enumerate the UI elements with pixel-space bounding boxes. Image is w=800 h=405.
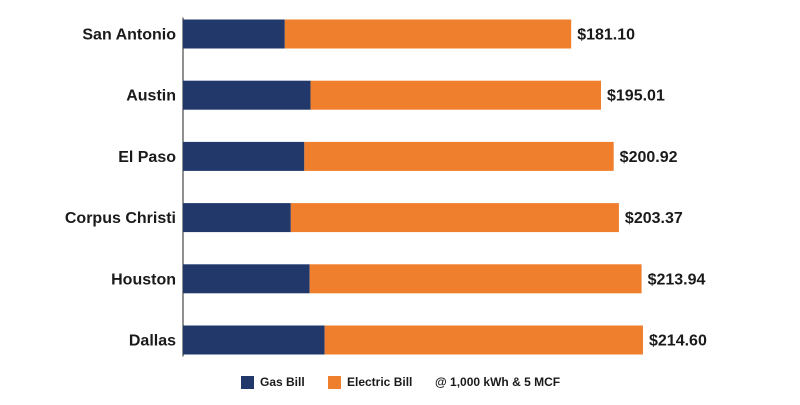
legend-swatch-gas: [241, 375, 254, 389]
chart-legend: Gas Bill Electric Bill @ 1,000 kWh & 5 M…: [0, 372, 800, 396]
bar-segment-gas: [183, 80, 311, 110]
legend-note: @ 1,000 kWh & 5 MCF: [435, 372, 560, 392]
category-label: Dallas: [129, 333, 176, 350]
bar-segment-gas: [183, 264, 310, 294]
legend-item-gas: Gas Bill: [241, 372, 305, 392]
legend-swatch-electric: [328, 375, 341, 389]
stacked-bar-chart: San Antonio $181.10 Austin $195.01 El Paso $2…: [65, 17, 707, 357]
total-value-label: $214.60: [649, 333, 707, 350]
total-value-label: $200.92: [620, 149, 678, 166]
category-label: Corpus Christi: [65, 210, 176, 227]
bar-segment-electric: [304, 141, 614, 171]
category-label: Austin: [126, 88, 176, 105]
bar-segment-gas: [183, 141, 305, 171]
bar-segment-electric: [310, 80, 602, 110]
total-value-label: $181.10: [577, 27, 635, 44]
bar-segment-gas: [183, 19, 285, 49]
category-label: El Paso: [118, 149, 176, 166]
legend-note-text: @ 1,000 kWh & 5 MCF: [435, 375, 561, 389]
bar-segment-gas: [183, 325, 325, 355]
total-value-label: $213.94: [648, 271, 706, 288]
bar-segment-electric: [284, 19, 572, 49]
legend-item-electric: Electric Bill: [328, 372, 412, 392]
category-label: Houston: [111, 271, 176, 288]
bar-segment-electric: [324, 325, 643, 355]
bar-segment-gas: [183, 203, 291, 233]
bar-segment-electric: [290, 203, 619, 233]
total-value-label: $203.37: [625, 210, 683, 227]
category-label: San Antonio: [82, 27, 176, 44]
bar-segment-electric: [309, 264, 642, 294]
legend-label-gas: Gas Bill: [260, 375, 305, 389]
total-value-label: $195.01: [607, 88, 665, 105]
legend-label-electric: Electric Bill: [347, 375, 413, 389]
